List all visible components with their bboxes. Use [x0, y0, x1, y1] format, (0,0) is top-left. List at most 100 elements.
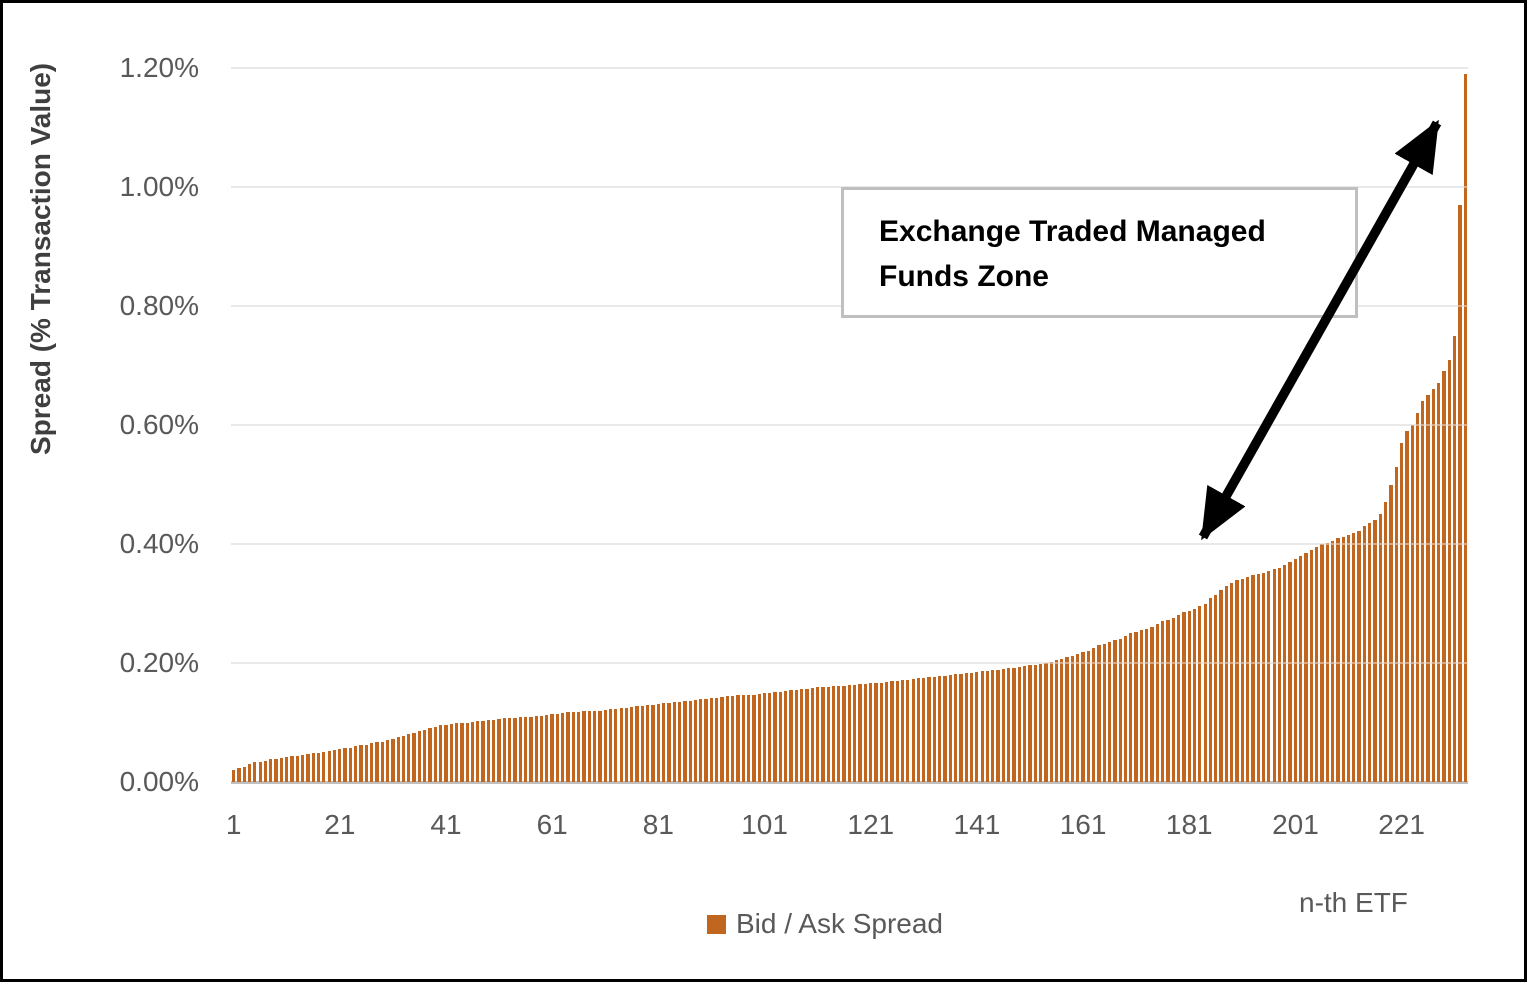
x-tick-label: 41	[430, 809, 462, 840]
bar	[1092, 648, 1096, 782]
bar	[1198, 606, 1202, 782]
bar	[1368, 523, 1372, 782]
bar	[1346, 535, 1351, 782]
bar	[1187, 610, 1191, 782]
gridline	[231, 424, 1468, 426]
bar	[778, 691, 783, 782]
bar	[439, 725, 443, 782]
bar	[725, 696, 729, 782]
bar	[619, 708, 623, 782]
bar	[688, 700, 692, 782]
x-axis-title: n-th ETF	[1299, 887, 1408, 918]
bar	[492, 719, 496, 782]
bar	[938, 676, 942, 782]
bar	[646, 705, 650, 782]
legend-swatch-icon	[707, 914, 726, 934]
bar	[1251, 574, 1255, 782]
bar	[508, 718, 512, 782]
bar	[661, 703, 666, 782]
bar	[412, 732, 416, 782]
x-tick-label: 101	[741, 809, 788, 840]
bar	[991, 670, 995, 782]
x-tick-label: 61	[536, 809, 568, 840]
bar	[1261, 572, 1266, 782]
bar	[269, 759, 273, 782]
bar	[884, 682, 889, 782]
bar	[460, 722, 464, 782]
bar	[837, 685, 841, 782]
bar	[247, 764, 252, 782]
bar	[932, 676, 937, 782]
bar	[561, 712, 565, 782]
bar	[1150, 627, 1154, 782]
bar	[290, 756, 294, 782]
bar	[396, 737, 400, 782]
bar	[1235, 579, 1239, 782]
bar	[1330, 541, 1335, 782]
bar	[1224, 585, 1229, 782]
bar	[354, 746, 358, 782]
bar	[858, 684, 862, 782]
bar	[996, 669, 1000, 782]
bar	[481, 720, 485, 782]
bar	[1166, 620, 1170, 782]
y-axis-title: Spread (% Transaction Value)	[25, 62, 56, 456]
bar	[1001, 668, 1006, 782]
bar	[959, 673, 963, 782]
bar	[784, 690, 788, 782]
bar	[906, 679, 910, 782]
bar	[258, 761, 262, 782]
bar	[1060, 658, 1064, 782]
bar	[1203, 603, 1207, 782]
bar	[1288, 561, 1292, 782]
bar	[1431, 389, 1436, 782]
bar	[693, 699, 698, 782]
bar	[1192, 609, 1197, 782]
bar	[1049, 661, 1053, 782]
bar	[279, 758, 284, 782]
y-tick-label: 0.20%	[119, 647, 199, 678]
x-tick-label: 201	[1272, 809, 1319, 840]
bar	[300, 755, 305, 782]
bar	[1033, 664, 1037, 782]
bar	[1171, 618, 1175, 782]
bar	[789, 690, 793, 782]
bar	[529, 716, 533, 782]
y-tick-label: 0.80%	[119, 290, 199, 321]
bar	[407, 734, 411, 782]
y-tick-label: 0.60%	[119, 409, 199, 440]
x-tick-label: 121	[847, 809, 895, 840]
bar	[1139, 630, 1144, 782]
bar	[1341, 536, 1345, 782]
bar	[263, 760, 268, 782]
bar	[1378, 514, 1382, 782]
bar	[242, 766, 246, 782]
bar	[1267, 570, 1271, 782]
bar	[699, 699, 703, 782]
bar	[555, 713, 560, 782]
bar	[449, 723, 453, 782]
bar	[587, 710, 591, 782]
bar	[502, 718, 506, 782]
bar	[1028, 665, 1032, 782]
bar	[1314, 546, 1319, 782]
bar	[922, 677, 926, 782]
y-tick-label: 1.00%	[119, 171, 199, 202]
bar	[285, 757, 289, 782]
bar	[369, 743, 374, 782]
bar	[1129, 633, 1133, 782]
x-tick-label: 221	[1378, 809, 1425, 840]
bar	[433, 726, 437, 782]
bar	[523, 716, 528, 782]
bar	[1399, 442, 1404, 782]
bar	[1155, 624, 1159, 782]
bar	[577, 711, 581, 782]
bar	[1161, 621, 1165, 782]
bar	[231, 770, 236, 782]
bar	[338, 749, 342, 782]
bar	[592, 710, 597, 782]
gridline	[231, 67, 1468, 69]
bar	[566, 712, 570, 782]
gridline-overlay	[231, 662, 1468, 664]
bar	[295, 755, 299, 782]
